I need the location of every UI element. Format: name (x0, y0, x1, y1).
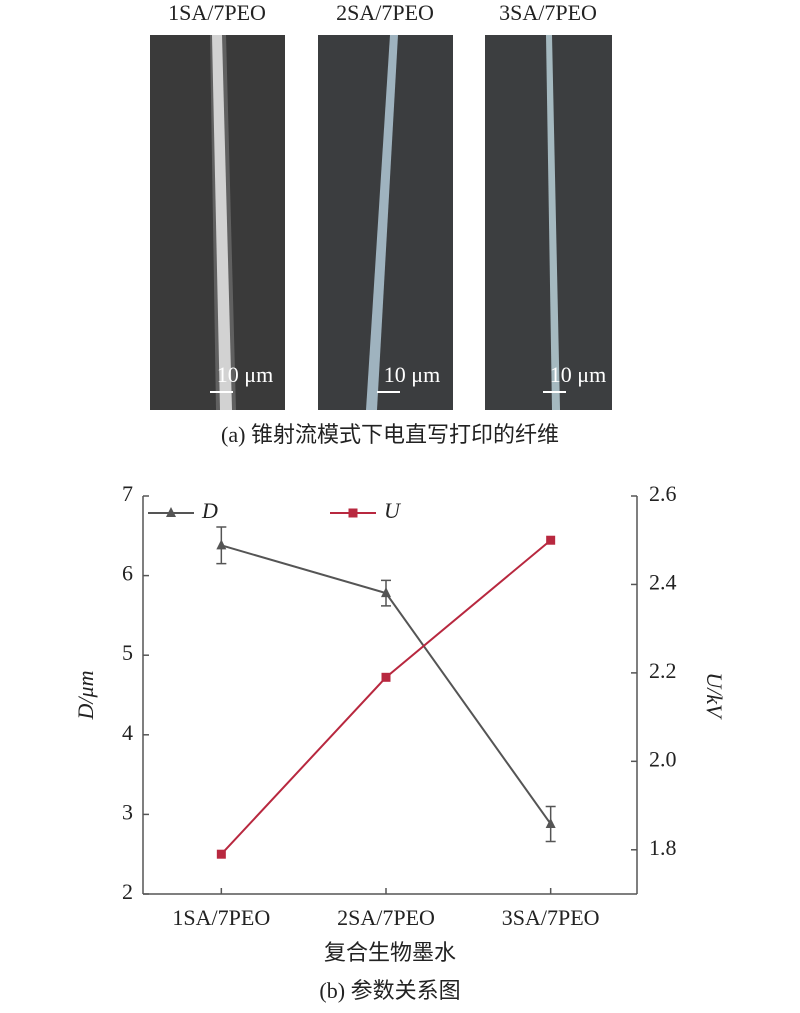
legend-marker (166, 507, 176, 517)
legend-marker (348, 508, 358, 518)
y2-axis-title: U/kV (702, 672, 727, 720)
micrograph-label: 2SA/7PEO (336, 0, 434, 25)
caption: (b) 参数关系图 (319, 978, 460, 1003)
micrographs: 10 μm 10 μm 10 μm 1SA/7PEO 2SA/7PEO 3SA/… (150, 0, 612, 447)
scale-label: 10 μm (550, 362, 606, 387)
x-axis-title: 复合生物墨水 (324, 940, 456, 965)
y-tick-label: 4 (122, 720, 133, 745)
y-tick-label: 6 (122, 561, 133, 586)
point (216, 539, 227, 550)
micrograph-label: 1SA/7PEO (168, 0, 266, 25)
fiber-glow (210, 35, 236, 410)
fiber (212, 35, 232, 410)
point (381, 587, 391, 598)
y-tick-label: 5 (122, 640, 133, 665)
x-tick-label: 3SA/7PEO (502, 905, 600, 930)
y-axis-title: D/μm (73, 671, 98, 721)
y2-tick-label: 2.2 (649, 658, 677, 683)
x-tick-label: 1SA/7PEO (172, 905, 270, 930)
y-tick-label: 2 (122, 879, 133, 904)
y2-tick-label: 2.0 (649, 746, 677, 771)
y2-tick-label: 1.8 (649, 835, 677, 860)
scale-label: 10 μm (217, 362, 273, 387)
legend-label: U (384, 498, 402, 523)
point (545, 817, 556, 828)
y-tick-label: 3 (122, 799, 133, 824)
y2-tick-label: 2.4 (649, 569, 677, 594)
y2-tick-label: 2.6 (649, 481, 677, 506)
point (216, 849, 226, 859)
x-tick-label: 2SA/7PEO (337, 905, 435, 930)
scale-label: 10 μm (384, 362, 440, 387)
legend-label: D (201, 498, 218, 523)
y-tick-label: 7 (122, 481, 133, 506)
caption: (a) 锥射流模式下电直写打印的纤维 (221, 422, 559, 447)
micrograph-label: 3SA/7PEO (499, 0, 597, 25)
point (381, 672, 391, 682)
point (546, 535, 556, 545)
fiber (366, 35, 398, 410)
fiber (546, 35, 560, 410)
